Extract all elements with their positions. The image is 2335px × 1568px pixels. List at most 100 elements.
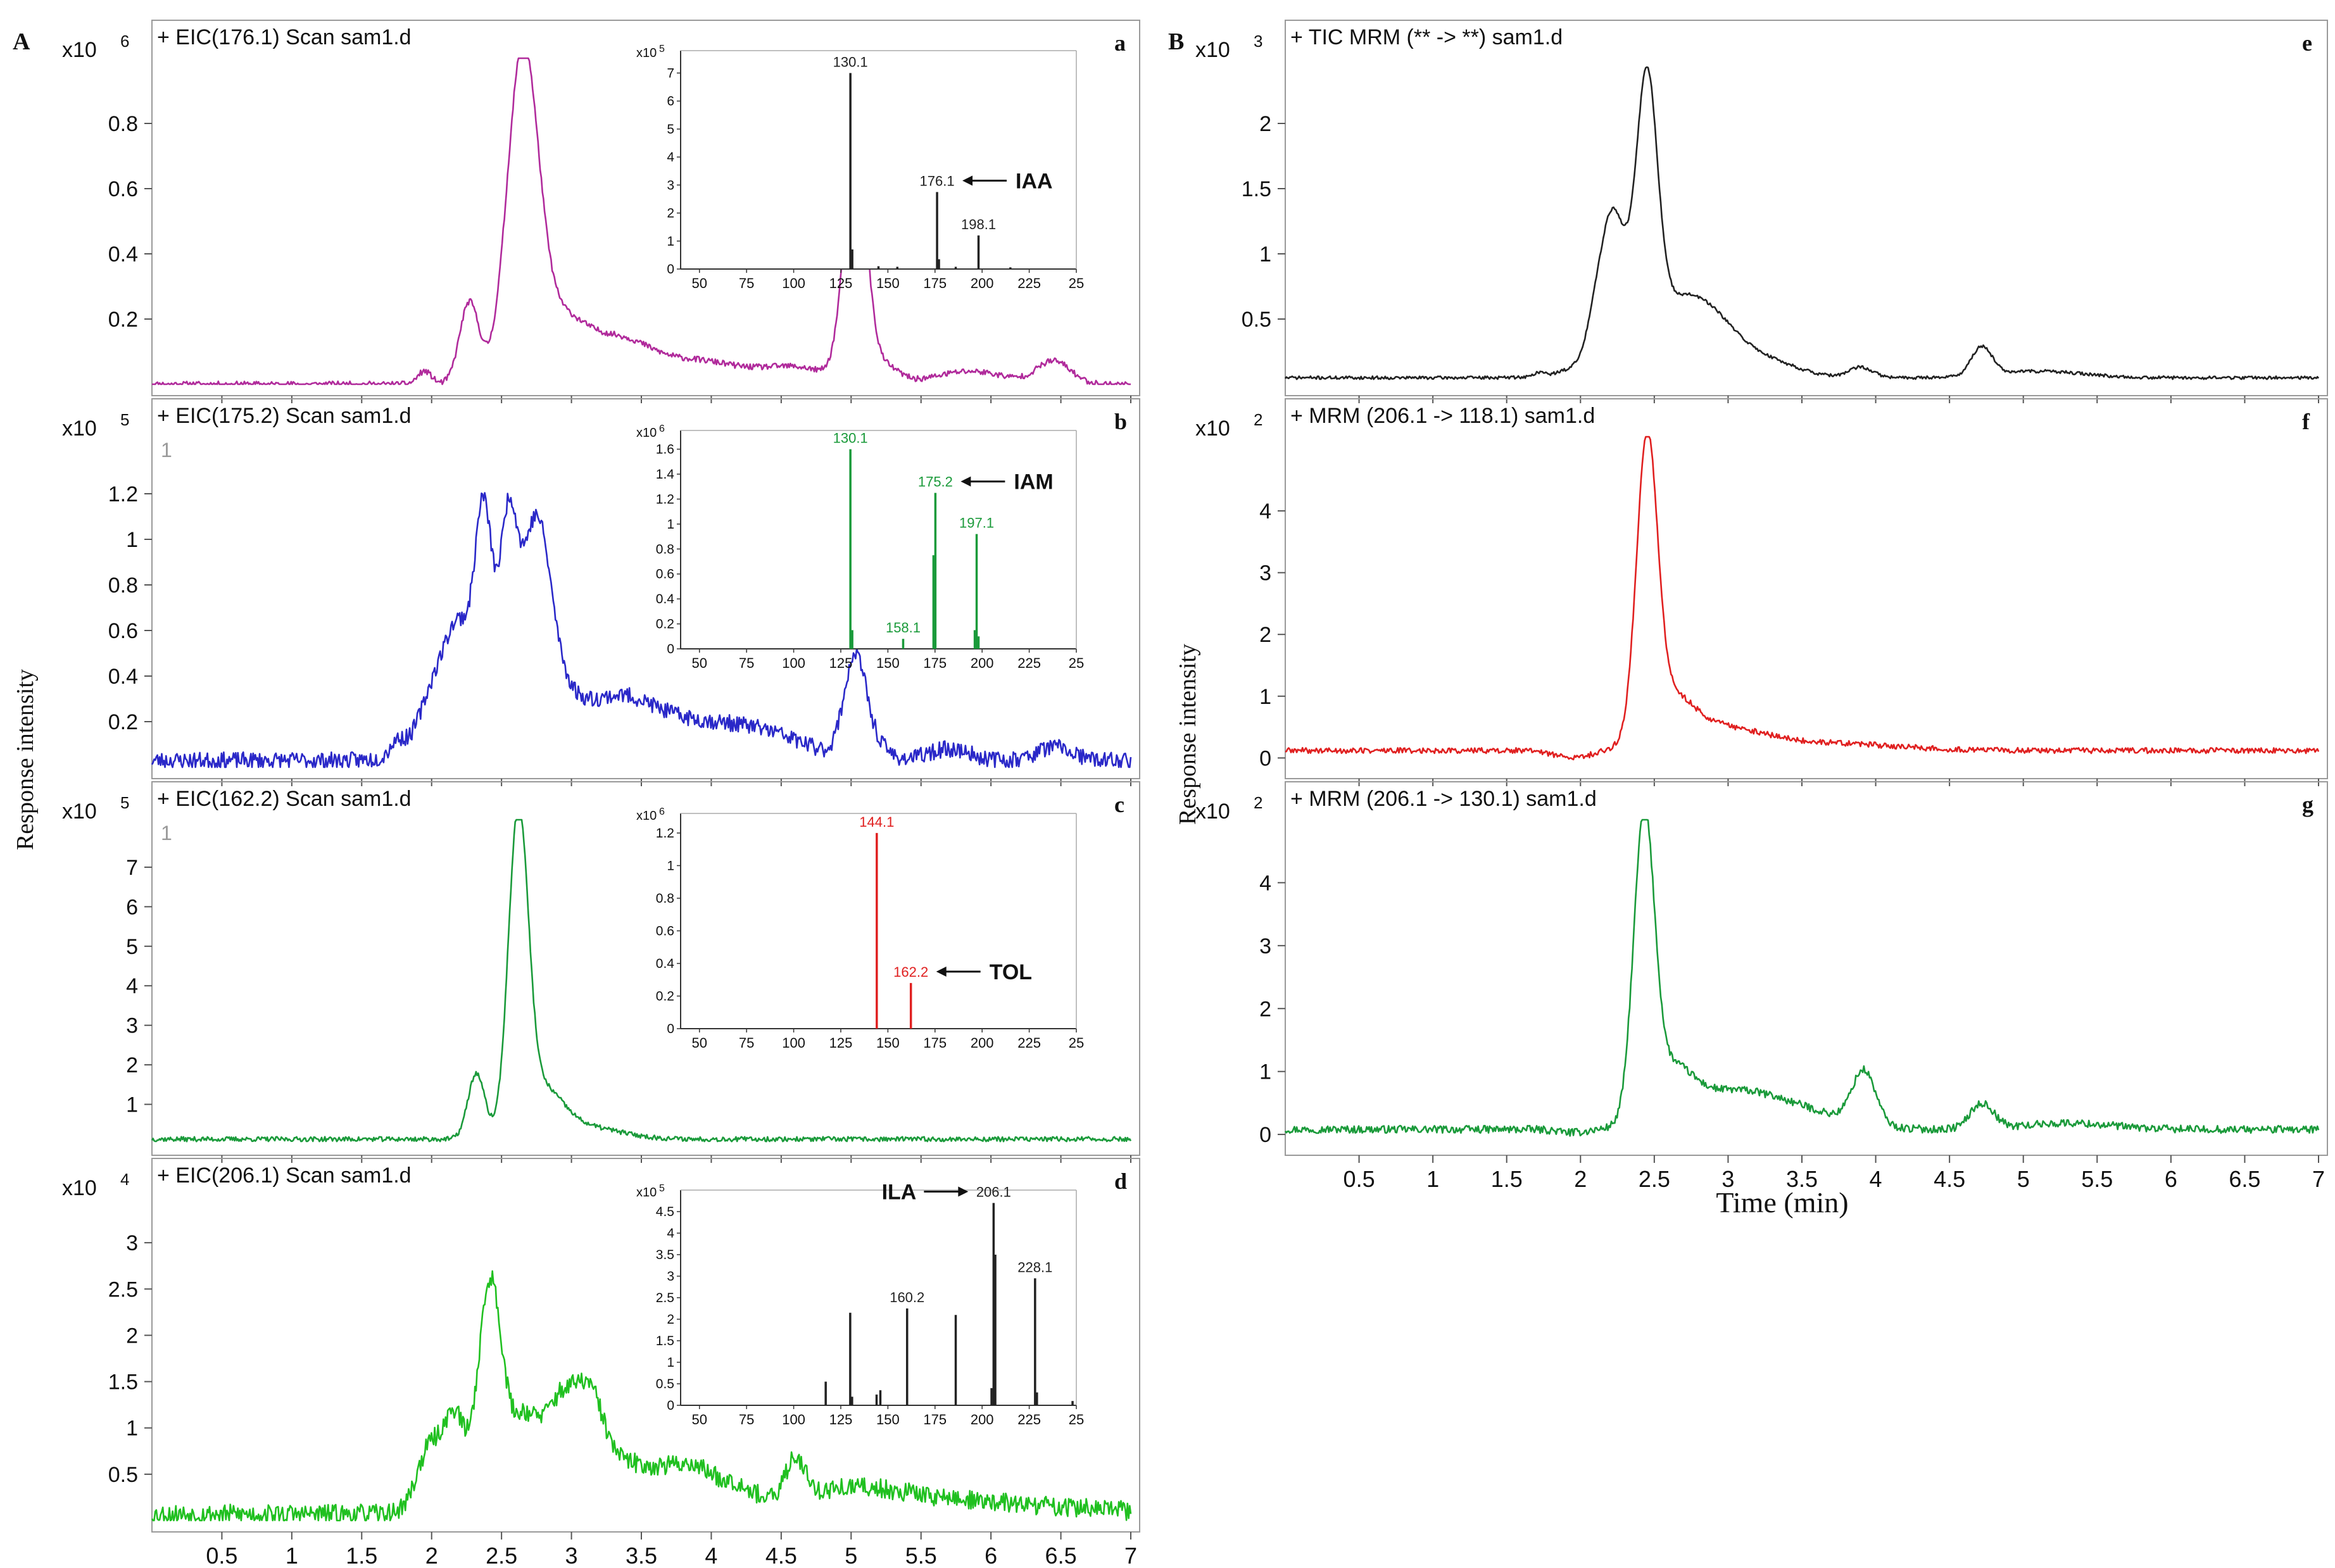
inset-x-tick-label: 75 <box>739 655 754 671</box>
y-tick-label: 1 <box>1259 1060 1271 1084</box>
y-tick-label: 0.5 <box>1242 308 1271 332</box>
chart-title: + EIC(206.1) Scan sam1.d <box>157 1163 412 1188</box>
chart-title: + EIC(162.2) Scan sam1.d <box>157 787 412 811</box>
chart-panel-a: + EIC(176.1) Scan sam1.d x10 6 a 0.2 0.4 0.6 0.… <box>62 20 1140 403</box>
inset-y-tick-label: 3 <box>667 1269 674 1284</box>
inset-x-tick-label: 150 <box>876 1035 900 1051</box>
inset-exponent-power: 5 <box>659 1183 665 1194</box>
inset-exponent-label: x10 <box>636 1186 657 1200</box>
inset-y-tick-label: 0.8 <box>656 542 674 556</box>
y-exponent-power: 5 <box>120 410 129 429</box>
inset-x-tick-label: 150 <box>876 275 900 291</box>
panel-frame <box>151 1158 1140 1533</box>
panel-letter: g <box>2302 792 2313 817</box>
x-tick-label: 4 <box>1870 1166 1882 1192</box>
inset-x-tick-label: 175 <box>923 1035 947 1051</box>
y-tick-label: 2 <box>126 1324 138 1348</box>
y-tick-label: 1 <box>1259 685 1271 709</box>
inset-x-tick-label: 200 <box>971 655 994 671</box>
y-tick-label: 4 <box>126 974 138 998</box>
panel-frame <box>151 20 1140 396</box>
inset-exponent-label: x10 <box>636 426 657 440</box>
compound-arrow-head <box>958 1186 969 1197</box>
x-tick-label: 4.5 <box>765 1543 797 1568</box>
y-tick-label: 4 <box>1259 499 1271 524</box>
chart-title: + MRM (206.1 -> 118.1) sam1.d <box>1290 404 1595 428</box>
inset-y-tick-label: 1 <box>667 858 674 873</box>
inset-x-tick-label: 225 <box>1017 655 1041 671</box>
inset-spectrum: x10 500.511.522.533.544.550 75 100 125 150 175… <box>636 1180 1084 1427</box>
x-tick-label: 4.5 <box>1934 1166 1965 1192</box>
group-b-label: B <box>1168 28 1184 55</box>
x-tick-label: 7 <box>2312 1166 2325 1192</box>
panel-frame <box>151 398 1140 779</box>
inset-x-tick-label: 75 <box>739 1412 754 1427</box>
inset-x-tick-label: 175 <box>923 655 947 671</box>
panel-frame <box>1285 20 2328 396</box>
y-tick-label: 2.5 <box>108 1277 138 1301</box>
inset-x-tick-label: 50 <box>692 275 707 291</box>
y-tick-label: 2 <box>1259 112 1271 136</box>
y-tick-label: 1 <box>126 1093 138 1117</box>
y-tick-label: 1 <box>126 528 138 552</box>
inset-exponent-label: x10 <box>636 46 657 60</box>
inset-peak-label: 198.1 <box>961 216 996 232</box>
inset-y-tick-label: 0.4 <box>656 592 675 606</box>
top-left-mark: 1 <box>161 822 172 844</box>
inset-x-tick-label: 100 <box>782 275 805 291</box>
inset-x-tick-label: 100 <box>782 1412 805 1427</box>
inset-y-tick-label: 1 <box>667 234 674 249</box>
inset-peak-label: 162.2 <box>893 964 928 980</box>
x-tick-label: 4 <box>705 1543 717 1568</box>
y-tick-label: 0 <box>1259 1123 1271 1147</box>
x-tick-label: 1.5 <box>346 1543 377 1568</box>
x-tick-label: 5.5 <box>2081 1166 2113 1192</box>
series-line-0 <box>1284 818 2320 1137</box>
y-exponent-power: 3 <box>1254 32 1262 51</box>
y-tick-label: 0.4 <box>108 665 138 689</box>
y-exponent-label: x10 <box>62 417 97 441</box>
inset-x-tick-label: 225 <box>1017 275 1041 291</box>
x-tick-label: 3 <box>1721 1166 1734 1192</box>
inset-x-tick-label: 25 <box>1069 275 1084 291</box>
inset-y-tick-label: 0 <box>667 642 674 656</box>
inset-y-tick-label: 2.5 <box>656 1291 674 1305</box>
x-tick-label: 0.5 <box>1344 1166 1375 1192</box>
inset-x-tick-label: 75 <box>739 275 754 291</box>
inset-y-tick-label: 0.5 <box>656 1377 674 1391</box>
y-tick-label: 3 <box>1259 934 1271 958</box>
inset-x-tick-label: 175 <box>923 275 947 291</box>
inset-peak-label: 206.1 <box>976 1184 1011 1200</box>
inset-y-tick-label: 0.6 <box>656 567 674 582</box>
inset-y-tick-label: 0.8 <box>656 891 674 906</box>
compound-name: TOL <box>990 960 1032 984</box>
inset-y-tick-label: 0 <box>667 1398 674 1413</box>
x-tick-label: 2 <box>425 1543 438 1568</box>
y-tick-label: 1.5 <box>108 1370 138 1395</box>
inset-peak-label: 175.2 <box>918 474 953 490</box>
inset-background <box>681 1190 1076 1405</box>
inset-x-tick-label: 125 <box>829 1412 853 1427</box>
inset-x-tick-label: 175 <box>923 1412 947 1427</box>
y-tick-label: 0.4 <box>108 242 138 267</box>
panel-letter: d <box>1114 1169 1127 1194</box>
y-tick-label: 1.5 <box>1242 177 1271 201</box>
inset-x-tick-label: 50 <box>692 1412 707 1427</box>
y-tick-label: 0.2 <box>108 710 138 734</box>
y-tick-label: 4 <box>1259 871 1271 895</box>
x-tick-label: 6.5 <box>2229 1166 2260 1192</box>
inset-x-tick-label: 50 <box>692 1035 707 1051</box>
inset-exponent-power: 6 <box>659 423 665 434</box>
inset-x-tick-label: 200 <box>971 1035 994 1051</box>
compound-arrow-head <box>962 175 973 186</box>
chart-panel-e: + TIC MRM (** -> **) sam1.d x10 3 e 0.5 1 1.5 2 <box>1195 20 2328 403</box>
x-tick-label: 7 <box>1124 1543 1137 1568</box>
inset-y-tick-label: 0 <box>667 262 674 277</box>
y-tick-label: 0.5 <box>108 1463 138 1487</box>
compound-name: IAM <box>1014 470 1053 494</box>
y-tick-label: 3 <box>126 1231 138 1255</box>
y-tick-label: 6 <box>126 895 138 919</box>
inset-y-tick-label: 2 <box>667 206 674 221</box>
